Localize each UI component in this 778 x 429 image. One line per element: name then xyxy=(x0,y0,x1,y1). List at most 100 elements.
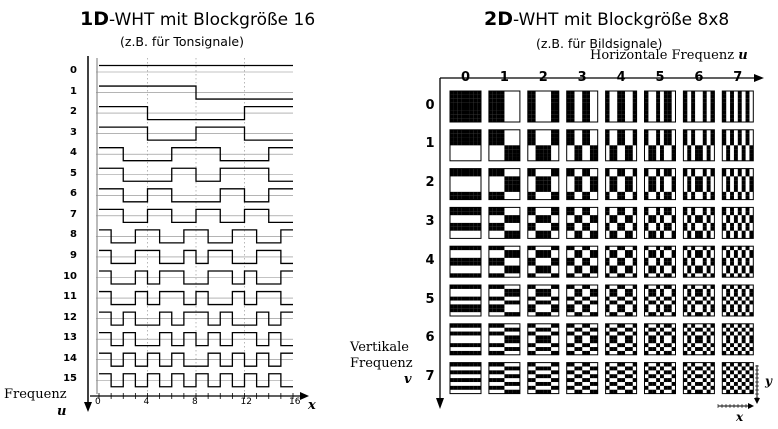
row-label-1d: 8 xyxy=(70,229,77,241)
wht-basis-pattern xyxy=(721,284,754,317)
wht-basis-pattern xyxy=(605,168,638,201)
walsh-waveform-1d xyxy=(99,147,293,162)
row-label-1d: 15 xyxy=(63,373,77,385)
wht-basis-pattern xyxy=(682,323,715,356)
wht-basis-pattern xyxy=(682,90,715,123)
wht-basis-pattern xyxy=(449,362,482,395)
wht-basis-pattern xyxy=(527,206,560,239)
frequency-label-1d: Frequenz xyxy=(4,387,67,402)
wht-basis-pattern xyxy=(527,323,560,356)
wht-basis-pattern xyxy=(721,129,754,162)
wht-basis-pattern xyxy=(644,323,676,356)
row-label-1d: 2 xyxy=(70,106,77,118)
mini-x-label: x xyxy=(736,410,744,424)
wht-basis-pattern xyxy=(449,245,482,278)
wht-basis-pattern xyxy=(721,323,754,356)
wht-basis-pattern xyxy=(566,245,599,278)
walsh-waveform-1d xyxy=(99,270,293,285)
wht-basis-pattern xyxy=(644,129,676,162)
wht-basis-pattern xyxy=(488,245,521,278)
walsh-waveform-1d xyxy=(99,188,293,203)
wht-basis-pattern xyxy=(566,129,599,162)
walsh-waveform-1d xyxy=(99,105,293,121)
wht-basis-pattern xyxy=(605,284,638,317)
walsh-waveform-1d xyxy=(99,332,293,347)
wht-basis-pattern xyxy=(488,362,521,395)
wht-basis-pattern xyxy=(721,362,754,395)
wht-basis-pattern xyxy=(721,168,754,201)
wht-basis-pattern xyxy=(644,206,676,239)
vertical-frequency-var: v xyxy=(404,372,412,387)
wht-basis-pattern xyxy=(527,245,560,278)
wht-basis-pattern xyxy=(488,206,521,239)
wht-basis-pattern xyxy=(566,168,599,201)
wht-basis-pattern xyxy=(605,206,638,239)
row-label-1d: 6 xyxy=(70,188,77,200)
wht-basis-pattern xyxy=(605,129,638,162)
walsh-waveform-1d xyxy=(99,311,293,326)
title-1d-wht: 1D-WHT mit Blockgröße 16 xyxy=(80,8,316,30)
row-label-2d: 3 xyxy=(425,213,435,229)
x-tick-label-1d: 0 xyxy=(95,397,101,407)
wht-basis-pattern xyxy=(721,90,754,123)
wht-basis-pattern xyxy=(449,129,482,162)
x-tick-label-1d: 12 xyxy=(240,397,252,407)
wht-basis-pattern xyxy=(449,90,482,123)
x-tick-label-1d: 16 xyxy=(289,397,301,407)
row-label-1d: 14 xyxy=(63,352,77,364)
walsh-waveform-1d xyxy=(99,208,293,223)
x-tick-label-1d: 8 xyxy=(192,397,198,407)
row-label-1d: 13 xyxy=(63,332,77,344)
row-label-2d: 4 xyxy=(425,252,435,268)
wht-basis-pattern xyxy=(488,168,521,201)
wht-basis-pattern xyxy=(721,245,754,278)
walsh-waveform-1d xyxy=(99,290,293,306)
row-label-1d: 1 xyxy=(70,85,77,97)
walsh-waveform-1d xyxy=(99,352,293,367)
wht-basis-pattern xyxy=(605,362,638,395)
row-label-1d: 10 xyxy=(63,270,77,282)
x-tick-label-1d: 4 xyxy=(143,397,150,407)
row-label-1d: 12 xyxy=(63,311,77,323)
row-label-1d: 3 xyxy=(70,126,77,138)
wht-basis-pattern xyxy=(566,90,599,123)
wht-basis-pattern xyxy=(527,129,560,162)
walsh-waveform-1d xyxy=(99,85,293,100)
wht-basis-pattern xyxy=(566,323,599,356)
walsh-waveform-1d xyxy=(99,126,293,141)
wht-basis-pattern xyxy=(527,90,560,123)
wht-basis-pattern xyxy=(527,284,560,317)
wht-basis-pattern xyxy=(682,284,715,317)
frequency-var-1d: u xyxy=(57,404,67,419)
subtitle-1d: (z.B. für Tonsignale) xyxy=(120,34,244,49)
wht-basis-pattern xyxy=(605,245,638,278)
wht-basis-pattern xyxy=(605,90,638,123)
wht-basis-pattern xyxy=(488,90,521,123)
wht-basis-pattern xyxy=(566,206,599,239)
walsh-waveform-1d xyxy=(99,229,293,244)
row-label-2d: 2 xyxy=(425,175,435,191)
h-axis-arrow-2d xyxy=(754,74,764,82)
wht-basis-pattern xyxy=(644,362,676,395)
row-label-1d: 7 xyxy=(70,208,77,220)
wht-basis-pattern xyxy=(449,284,482,317)
wht-basis-pattern xyxy=(566,362,599,395)
wht-basis-pattern xyxy=(644,284,676,317)
row-label-1d: 9 xyxy=(70,249,77,261)
wht-basis-pattern xyxy=(682,206,715,239)
row-label-2d: 7 xyxy=(425,369,435,385)
wht-basis-pattern xyxy=(644,168,676,201)
frequency-label-2d: Frequenz xyxy=(350,356,413,371)
x-axis-label-1d: x xyxy=(308,398,316,413)
walsh-waveform-1d xyxy=(99,249,293,265)
wht-basis-pattern xyxy=(449,323,482,356)
y-axis-arrow-1d xyxy=(84,402,92,412)
wht-basis-pattern xyxy=(721,206,754,239)
wht-basis-pattern xyxy=(527,362,560,395)
wht-basis-pattern xyxy=(605,323,638,356)
wht-basis-pattern xyxy=(682,245,715,278)
wht-basis-pattern xyxy=(644,90,676,123)
wht-basis-pattern xyxy=(527,168,560,201)
